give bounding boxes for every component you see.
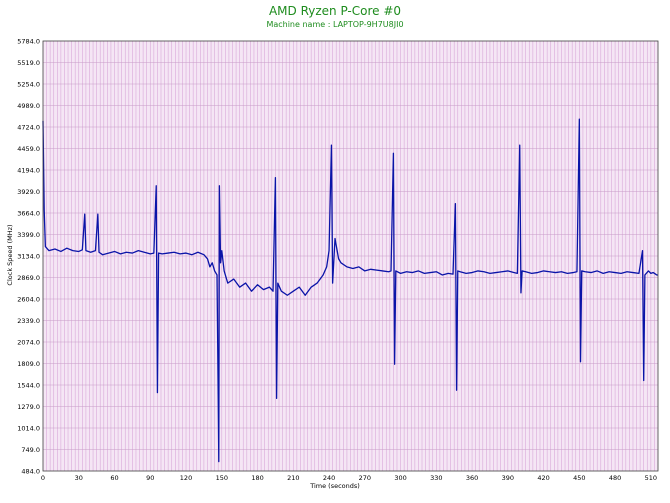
chart-subtitle: Machine name : LAPTOP-9H7U8JI0 <box>266 20 403 29</box>
series-line-0 <box>42 118 658 463</box>
x-axis-label: Time (seconds) <box>309 482 360 490</box>
x-tick-label: 180 <box>251 474 263 482</box>
y-tick-label: 4194.0 <box>17 166 40 174</box>
y-tick-label: 5519.0 <box>17 59 40 67</box>
y-axis-ticks: 5784.0 5519.0 5254.0 4989.0 4724.0 4459.0 4194… <box>17 37 40 475</box>
y-tick-label: 4459.0 <box>17 145 40 153</box>
grid <box>43 41 658 471</box>
y-axis-label: Clock Speed (MHz) <box>6 224 14 285</box>
x-tick-label: 150 <box>216 474 228 482</box>
x-tick-label: 450 <box>573 474 585 482</box>
y-tick-label: 1809.0 <box>17 360 40 368</box>
x-tick-label: 480 <box>609 474 621 482</box>
y-tick-label: 2074.0 <box>17 338 40 346</box>
y-tick-label: 3134.0 <box>17 252 40 260</box>
y-tick-label: 3399.0 <box>17 231 40 239</box>
series-layer <box>42 118 658 463</box>
x-tick-label: 120 <box>180 474 192 482</box>
x-tick-label: 390 <box>502 474 514 482</box>
x-tick-label: 240 <box>323 474 335 482</box>
x-tick-label: 300 <box>394 474 406 482</box>
x-tick-label: 270 <box>359 474 371 482</box>
y-tick-label: 1544.0 <box>17 381 40 389</box>
y-tick-label: 2339.0 <box>17 317 40 325</box>
y-tick-label: 4724.0 <box>17 123 40 131</box>
y-tick-label: 484.0 <box>21 467 40 475</box>
y-tick-label: 749.0 <box>21 446 40 454</box>
x-tick-label: 0 <box>41 474 45 482</box>
chart-title: AMD Ryzen P-Core #0 <box>269 4 401 18</box>
x-tick-label: 510 <box>645 474 657 482</box>
x-axis-ticks: 0 30 60 90 120 150 180 210 240 270 300 330 360 390 420… <box>41 474 657 482</box>
x-tick-label: 60 <box>110 474 118 482</box>
x-tick-label: 210 <box>287 474 299 482</box>
x-tick-label: 360 <box>466 474 478 482</box>
y-tick-label: 5784.0 <box>17 37 40 45</box>
plot-border <box>42 40 659 472</box>
x-tick-label: 420 <box>537 474 549 482</box>
y-tick-label: 3929.0 <box>17 188 40 196</box>
x-tick-label: 90 <box>146 474 154 482</box>
y-tick-label: 2604.0 <box>17 295 40 303</box>
y-tick-label: 1279.0 <box>17 403 40 411</box>
y-tick-label: 1014.0 <box>17 424 40 432</box>
x-tick-label: 330 <box>430 474 442 482</box>
y-tick-label: 4989.0 <box>17 102 40 110</box>
y-tick-label: 2869.0 <box>17 274 40 282</box>
y-tick-label: 3664.0 <box>17 209 40 217</box>
y-tick-label: 5254.0 <box>17 80 40 88</box>
x-tick-label: 30 <box>75 474 83 482</box>
